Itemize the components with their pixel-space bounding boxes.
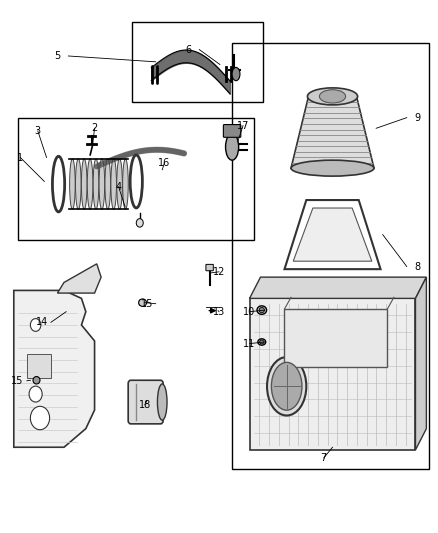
- Ellipse shape: [319, 90, 346, 103]
- Polygon shape: [250, 277, 426, 298]
- Polygon shape: [250, 298, 416, 450]
- Text: 12: 12: [213, 267, 225, 277]
- Text: 9: 9: [415, 112, 421, 123]
- Text: 10: 10: [244, 306, 256, 317]
- Text: 11: 11: [244, 338, 256, 349]
- Ellipse shape: [157, 384, 167, 420]
- Ellipse shape: [99, 159, 105, 209]
- Ellipse shape: [87, 159, 93, 209]
- Ellipse shape: [257, 306, 267, 314]
- FancyBboxPatch shape: [206, 264, 213, 271]
- Polygon shape: [57, 264, 101, 293]
- Bar: [232, 43, 428, 469]
- Ellipse shape: [93, 159, 99, 209]
- Text: 16: 16: [158, 158, 170, 168]
- Ellipse shape: [259, 308, 265, 313]
- Polygon shape: [291, 96, 374, 168]
- Ellipse shape: [70, 159, 75, 209]
- Text: 1: 1: [17, 152, 23, 163]
- Text: 4: 4: [116, 182, 122, 192]
- Circle shape: [29, 386, 42, 402]
- Ellipse shape: [232, 67, 240, 80]
- FancyBboxPatch shape: [128, 380, 163, 424]
- Ellipse shape: [81, 159, 87, 209]
- Ellipse shape: [105, 159, 110, 209]
- Bar: [18, 118, 254, 240]
- Text: 6: 6: [185, 45, 191, 54]
- Text: 2: 2: [92, 123, 98, 133]
- Bar: [285, 309, 387, 367]
- Polygon shape: [416, 277, 426, 450]
- Circle shape: [30, 319, 41, 332]
- Ellipse shape: [111, 159, 117, 209]
- Text: 18: 18: [139, 400, 151, 410]
- Text: 15: 15: [141, 298, 153, 309]
- Text: 17: 17: [237, 120, 249, 131]
- Ellipse shape: [267, 357, 306, 416]
- Ellipse shape: [291, 160, 374, 176]
- Text: 7: 7: [321, 453, 327, 463]
- FancyBboxPatch shape: [223, 125, 241, 138]
- Ellipse shape: [123, 159, 128, 209]
- Ellipse shape: [307, 88, 357, 105]
- Text: 5: 5: [54, 51, 60, 61]
- Ellipse shape: [260, 340, 264, 344]
- Ellipse shape: [75, 159, 81, 209]
- Bar: [132, 22, 263, 102]
- Ellipse shape: [33, 376, 40, 384]
- Text: 8: 8: [415, 262, 421, 271]
- Circle shape: [136, 219, 143, 227]
- Text: 14: 14: [36, 317, 48, 327]
- Text: 3: 3: [35, 126, 41, 136]
- Bar: [27, 354, 51, 378]
- Text: 15: 15: [11, 376, 24, 386]
- Ellipse shape: [226, 134, 239, 160]
- Ellipse shape: [117, 159, 122, 209]
- Polygon shape: [14, 290, 95, 447]
- Ellipse shape: [272, 362, 302, 410]
- Text: 13: 13: [213, 306, 225, 317]
- Circle shape: [30, 406, 49, 430]
- Ellipse shape: [258, 339, 266, 345]
- Ellipse shape: [139, 299, 147, 306]
- Polygon shape: [293, 208, 372, 261]
